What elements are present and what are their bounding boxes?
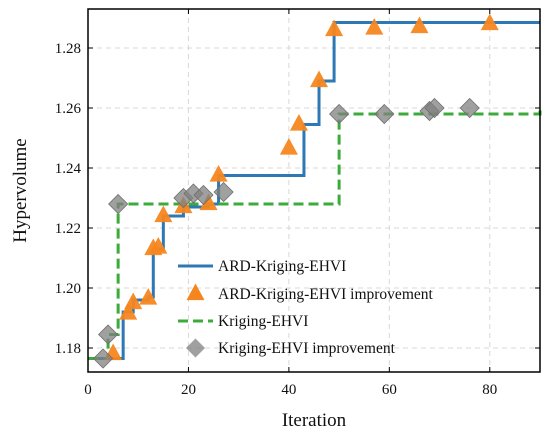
diamond-marker bbox=[329, 103, 350, 125]
legend-entry: Kriging-EHVI improvement bbox=[186, 338, 396, 358]
y-tick-label: 1.22 bbox=[55, 221, 81, 237]
x-tick-label: 0 bbox=[84, 382, 92, 398]
legend-entry: ARD-Kriging-EHVI bbox=[178, 258, 346, 275]
diamond-marker bbox=[459, 97, 480, 119]
x-tick-label: 60 bbox=[382, 382, 397, 398]
triangle-marker bbox=[154, 205, 173, 223]
diamond-marker bbox=[213, 181, 234, 203]
x-axis-title: Iteration bbox=[282, 410, 347, 431]
diamond-marker bbox=[98, 324, 119, 345]
y-tick-label: 1.24 bbox=[55, 161, 82, 177]
triangle-marker bbox=[149, 237, 168, 254]
triangle-marker bbox=[139, 288, 158, 305]
legend-swatch-diamond-marker bbox=[186, 338, 205, 358]
series-line bbox=[88, 108, 542, 360]
y-tick-label: 1.18 bbox=[55, 341, 81, 357]
legend: ARD-Kriging-EHVI ARD-Kriging-EHVI improv… bbox=[178, 258, 433, 358]
triangle-marker bbox=[365, 18, 384, 35]
triangle-marker bbox=[119, 303, 138, 320]
legend-label: ARD-Kriging-EHVI improvement bbox=[218, 286, 433, 303]
x-tick-label: 80 bbox=[482, 382, 497, 398]
diamond-marker bbox=[424, 97, 445, 119]
triangle-marker bbox=[199, 193, 218, 211]
triangle-marker bbox=[410, 16, 429, 34]
triangle-marker bbox=[309, 70, 329, 88]
triangle-marker bbox=[124, 292, 143, 310]
triangle-marker bbox=[289, 114, 308, 131]
plot-series bbox=[88, 13, 542, 369]
x-tick-label: 20 bbox=[181, 382, 196, 398]
legend-entry: ARD-Kriging-EHVI improvement bbox=[186, 283, 433, 303]
plot-frame bbox=[87, 8, 541, 373]
triangle-marker bbox=[209, 165, 228, 182]
y-tick-label: 1.20 bbox=[55, 281, 81, 297]
triangle-marker bbox=[480, 13, 499, 31]
x-tick-label: 40 bbox=[281, 382, 296, 398]
legend-label: Kriging-EHVI improvement bbox=[218, 340, 396, 357]
y-tick-label: 1.28 bbox=[55, 41, 81, 57]
triangle-marker bbox=[325, 19, 344, 37]
triangle-marker bbox=[279, 138, 298, 155]
legend-swatch-triangle-marker bbox=[186, 283, 205, 301]
grid bbox=[87, 9, 540, 372]
legend-label: Kriging-EHVI bbox=[218, 313, 308, 330]
axis-ticks: 0 20 40 60 80 1.18 1.20 1.22 1.24 1.26 1.28 bbox=[55, 9, 540, 398]
diamond-marker bbox=[93, 348, 114, 369]
diamond-marker bbox=[193, 184, 214, 206]
legend-label: ARD-Kriging-EHVI bbox=[218, 258, 346, 275]
diamond-marker bbox=[374, 103, 395, 125]
diamond-marker bbox=[108, 193, 129, 215]
y-axis-title: Hypervolume bbox=[10, 138, 31, 242]
legend-entry: Kriging-EHVI bbox=[178, 313, 308, 330]
y-tick-label: 1.26 bbox=[55, 101, 82, 117]
